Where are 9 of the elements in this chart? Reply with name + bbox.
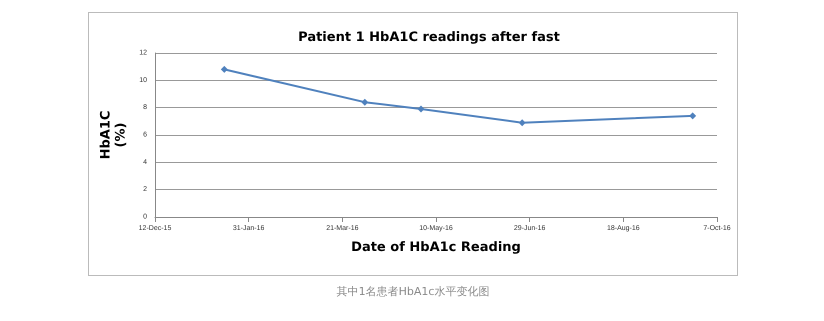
point xyxy=(220,66,228,73)
x-axis-title: Date of HbA1c Reading xyxy=(351,240,521,255)
point xyxy=(361,98,368,106)
y-axis-title: HbA1C (%) xyxy=(98,110,128,160)
point xyxy=(418,106,425,113)
text: 其中1名患者HbA1c水平变化图 xyxy=(336,284,490,299)
point xyxy=(689,112,696,120)
chart-title: Patient 1 HbA1C readings after fast xyxy=(298,30,560,45)
point xyxy=(518,119,526,126)
